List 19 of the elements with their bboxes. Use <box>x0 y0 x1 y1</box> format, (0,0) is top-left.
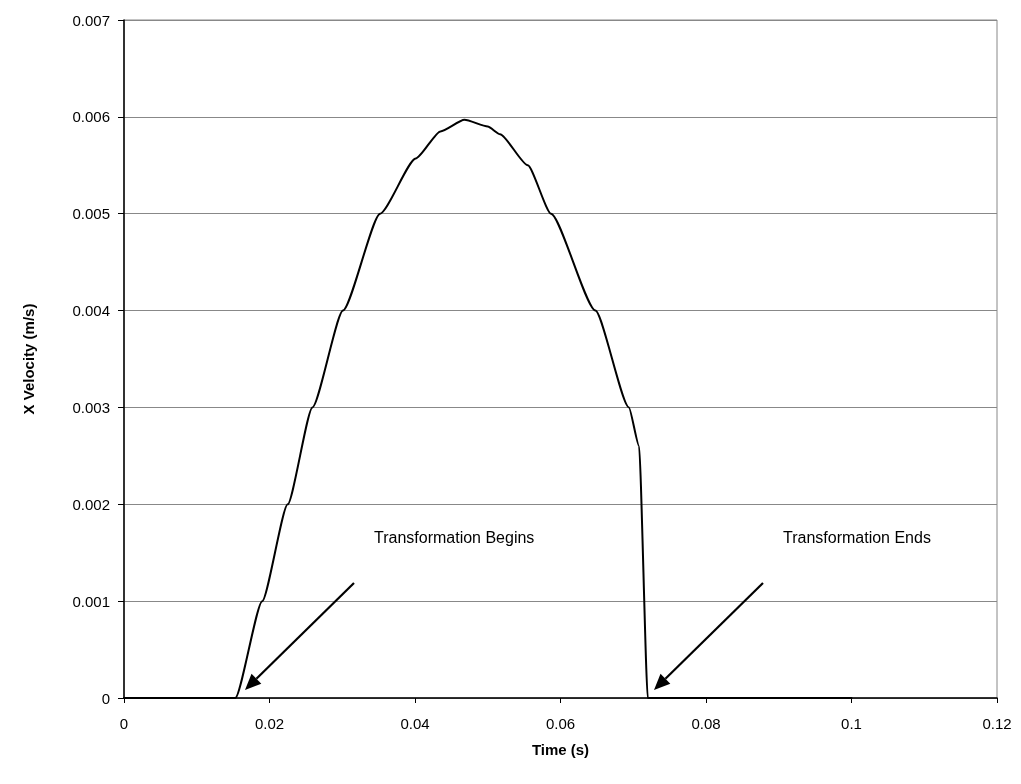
y-tick-label: 0.007 <box>72 11 110 29</box>
x-tick-label: 0.1 <box>841 715 862 732</box>
y-tick-label: 0.001 <box>72 592 110 610</box>
x-tick-label: 0.02 <box>254 715 285 732</box>
y-tick-label: 0.005 <box>72 205 110 223</box>
x-axis-title: Time (s) <box>531 741 590 758</box>
y-tick-label: 0 <box>101 689 110 707</box>
y-tick-label: 0.006 <box>72 108 110 126</box>
y-tick-label: 0.004 <box>72 302 110 320</box>
y-tick-label: 0.003 <box>72 398 110 416</box>
x-tick-label: 0.06 <box>545 715 576 732</box>
x-tick-label: 0.12 <box>982 715 1012 732</box>
annotation: Transformation Ends <box>783 529 931 546</box>
x-tick-label: 0.08 <box>691 715 721 732</box>
annotation: Transformation Begins <box>374 529 535 546</box>
x-tick-label: 0 <box>119 715 129 732</box>
y-tick-label: 0.002 <box>72 495 110 513</box>
y-axis-title: X Velocity (m/s) <box>20 303 37 415</box>
x-tick-label: 0.04 <box>400 715 430 732</box>
